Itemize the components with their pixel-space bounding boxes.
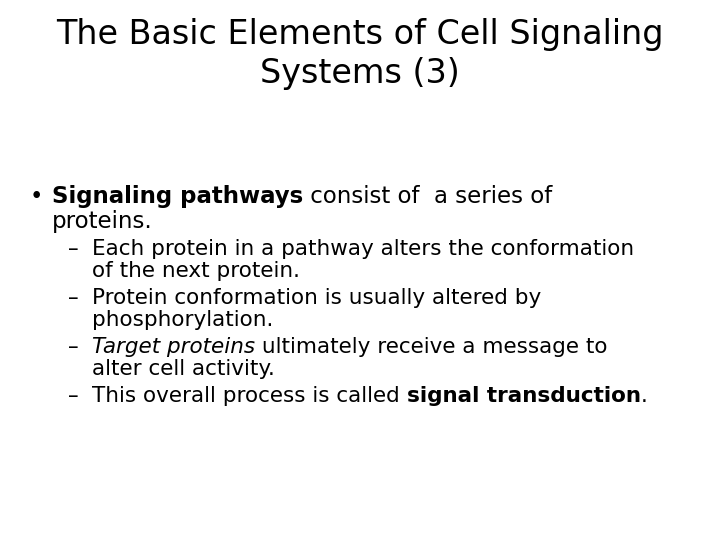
Text: This overall process is called: This overall process is called bbox=[92, 386, 407, 406]
Text: of the next protein.: of the next protein. bbox=[92, 261, 300, 281]
Text: ultimately receive a message to: ultimately receive a message to bbox=[255, 337, 608, 357]
Text: consist of  a series of: consist of a series of bbox=[303, 185, 552, 208]
Text: •: • bbox=[30, 185, 43, 208]
Text: proteins.: proteins. bbox=[52, 210, 153, 233]
Text: Protein conformation is usually altered by: Protein conformation is usually altered … bbox=[92, 288, 541, 308]
Text: .: . bbox=[641, 386, 647, 406]
Text: –: – bbox=[68, 337, 78, 357]
Text: Target proteins: Target proteins bbox=[92, 337, 255, 357]
Text: phosphorylation.: phosphorylation. bbox=[92, 310, 274, 330]
Text: Signaling pathways: Signaling pathways bbox=[52, 185, 303, 208]
Text: signal transduction: signal transduction bbox=[407, 386, 641, 406]
Text: –: – bbox=[68, 288, 78, 308]
Text: –: – bbox=[68, 239, 78, 259]
Text: The Basic Elements of Cell Signaling
Systems (3): The Basic Elements of Cell Signaling Sys… bbox=[56, 18, 664, 91]
Text: Each protein in a pathway alters the conformation: Each protein in a pathway alters the con… bbox=[92, 239, 634, 259]
Text: alter cell activity.: alter cell activity. bbox=[92, 359, 275, 379]
Text: –: – bbox=[68, 386, 78, 406]
